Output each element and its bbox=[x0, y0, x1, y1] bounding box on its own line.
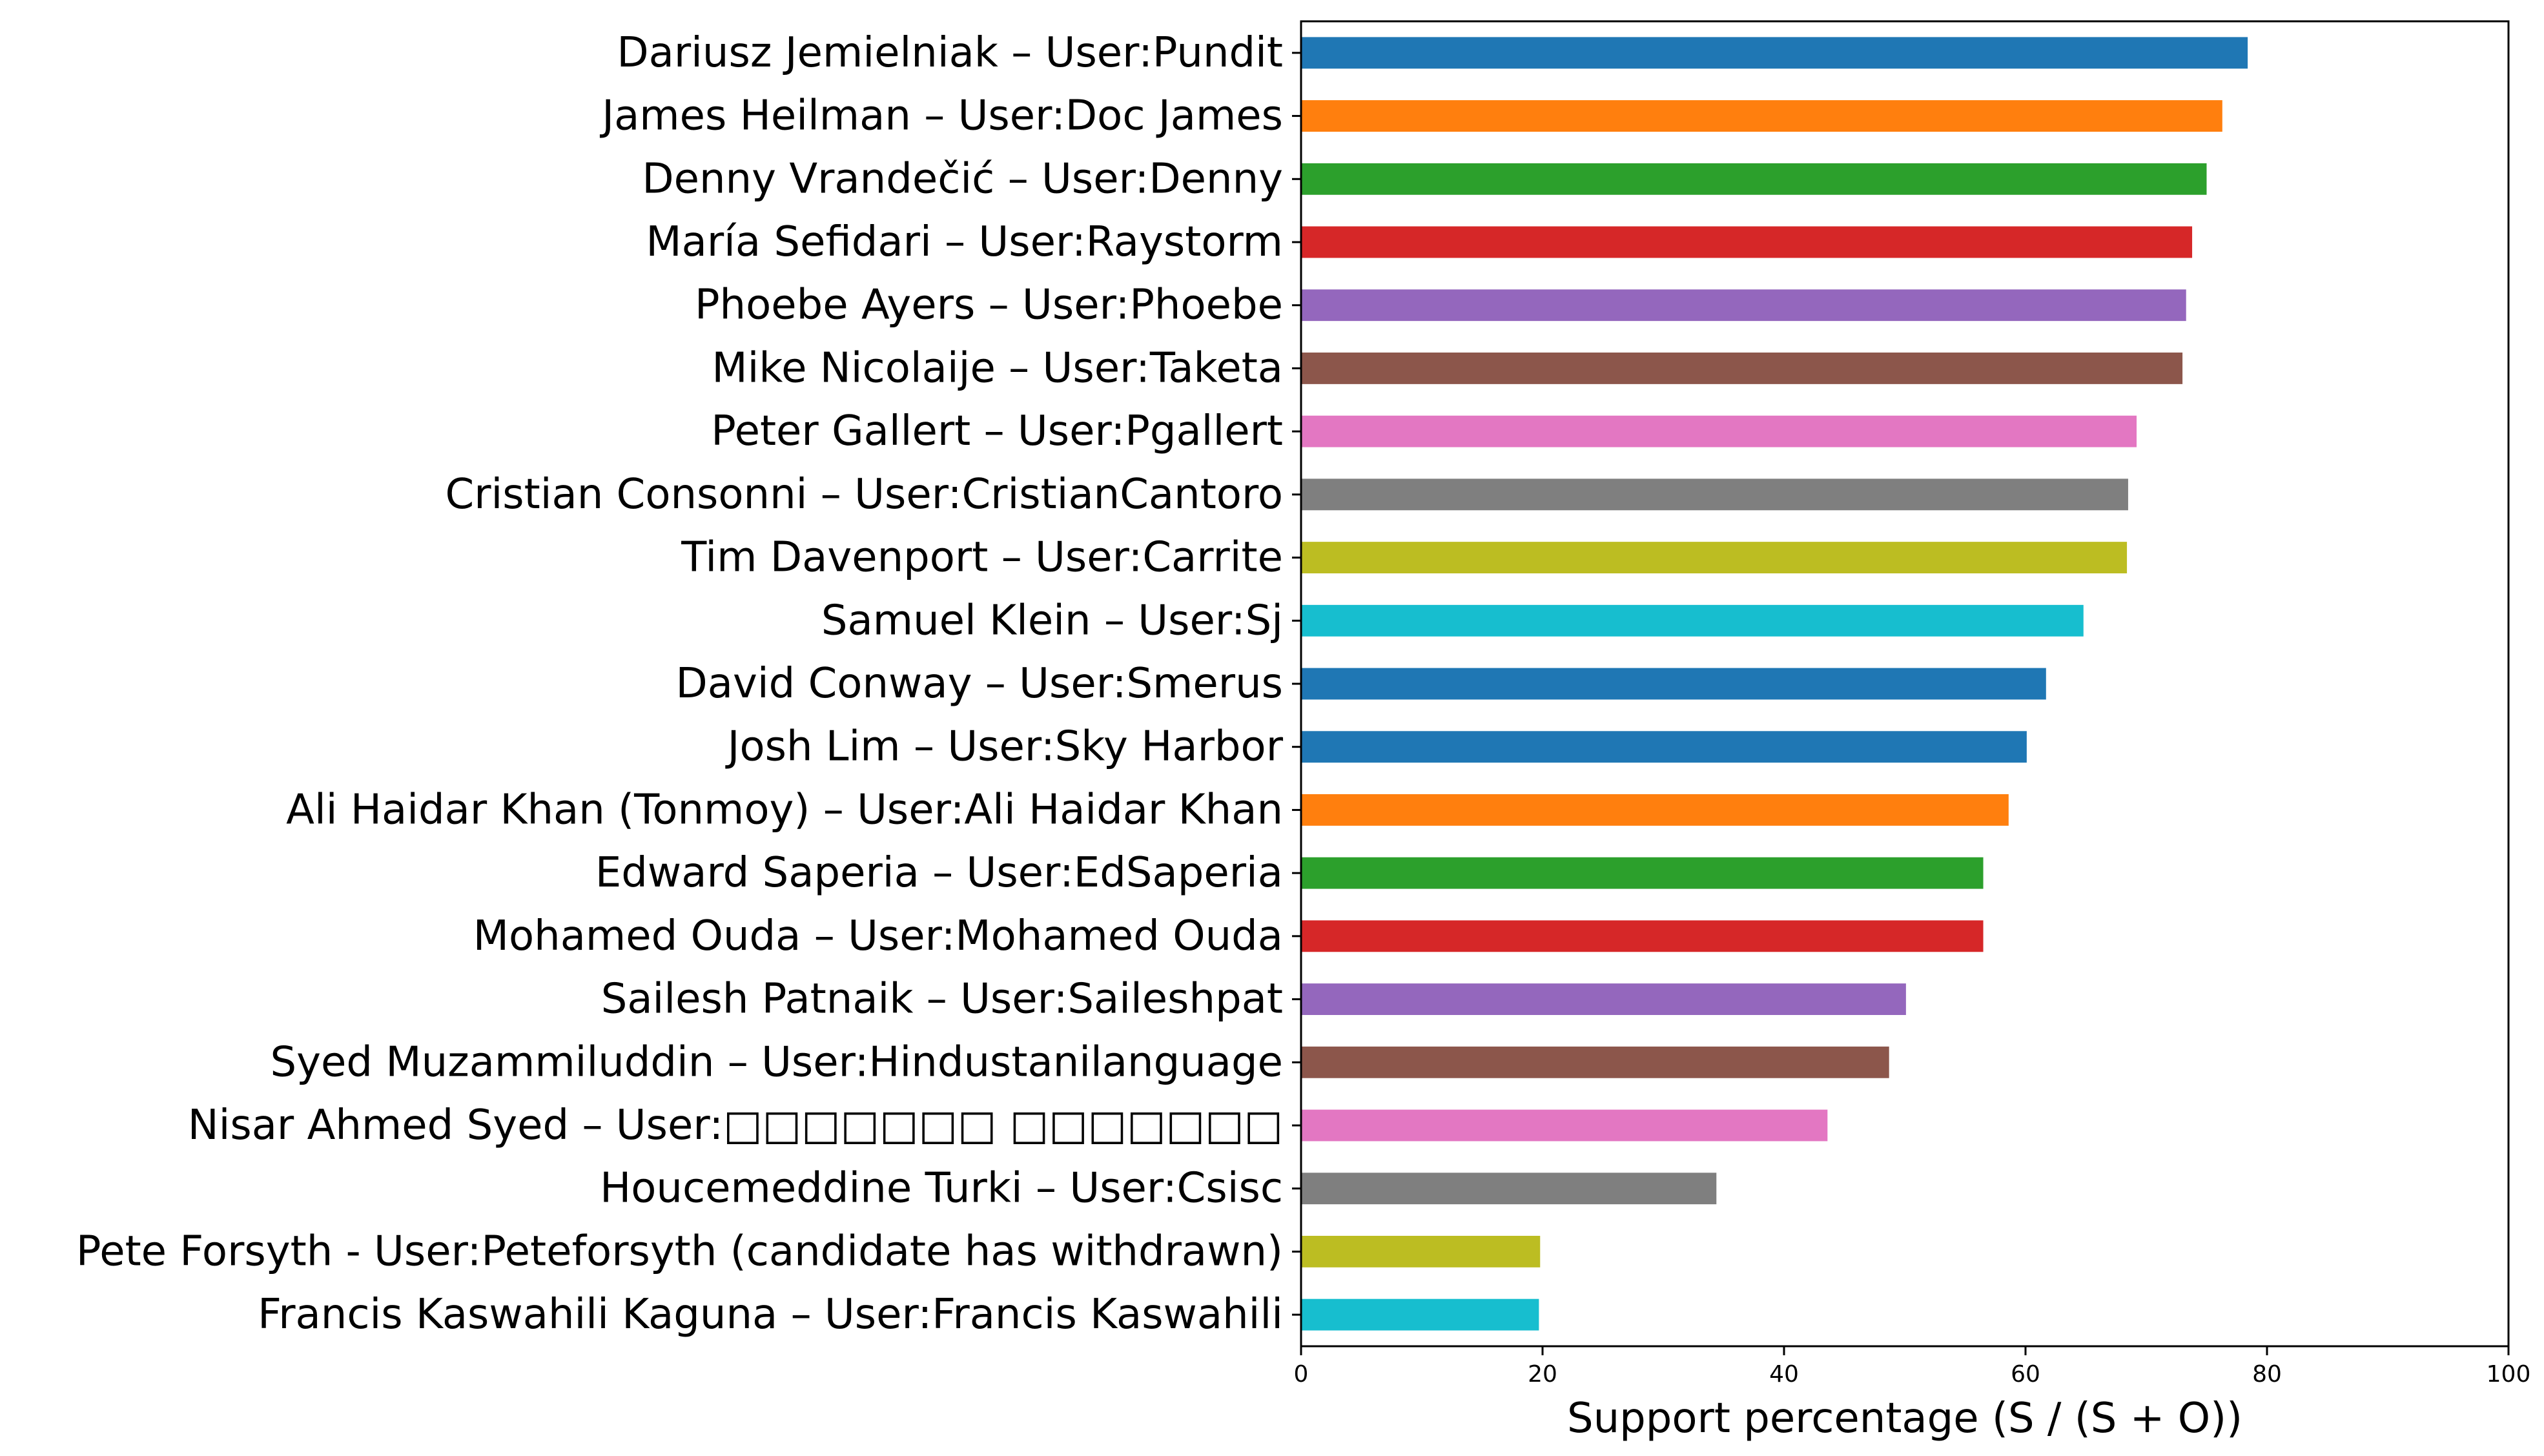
bar bbox=[1301, 668, 2046, 700]
category-labels: Dariusz Jemielniak – User:Pundit James He… bbox=[76, 29, 1301, 1338]
bar bbox=[1301, 353, 2183, 384]
category-label: Edward Saperia – User:EdSaperia bbox=[595, 849, 1283, 897]
category-label: Pete Forsyth - User:Peteforsyth (candida… bbox=[76, 1227, 1283, 1275]
bar bbox=[1301, 1298, 1539, 1331]
x-tick-label: 40 bbox=[1769, 1361, 1799, 1388]
category-label: María Sefidari – User:Raystorm bbox=[646, 218, 1283, 266]
category-label: Phoebe Ayers – User:Phoebe bbox=[695, 282, 1283, 329]
category-label: Ali Haidar Khan (Tonmoy) – User:Ali Haid… bbox=[286, 786, 1283, 834]
bar bbox=[1301, 163, 2207, 195]
bar bbox=[1301, 1046, 1889, 1078]
category-label: Houcemeddine Turki – User:Csisc bbox=[600, 1165, 1283, 1213]
bar bbox=[1301, 1109, 1828, 1142]
bar bbox=[1301, 857, 1984, 889]
bar bbox=[1301, 100, 2222, 132]
bar bbox=[1301, 226, 2193, 258]
category-label: Tim Davenport – User:Carrite bbox=[681, 534, 1283, 582]
plot-frame bbox=[1300, 20, 2510, 1348]
bar bbox=[1301, 983, 1906, 1015]
category-label: Sailesh Patnaik – User:Saileshpat bbox=[601, 976, 1283, 1023]
x-tick-label: 0 bbox=[1294, 1361, 1309, 1388]
category-label: Mohamed Ouda – User:Mohamed Ouda bbox=[473, 912, 1283, 960]
x-axis-title: Support percentage (S / (S + O)) bbox=[1567, 1395, 2242, 1442]
bar bbox=[1301, 1173, 1717, 1205]
x-tick-label: 80 bbox=[2252, 1361, 2282, 1388]
bar bbox=[1301, 920, 1984, 952]
category-label: Denny Vrandečić – User:Denny bbox=[642, 155, 1283, 203]
x-axis-ticks: 0 20 40 60 80 100 bbox=[1294, 1346, 2531, 1388]
bar bbox=[1301, 289, 2186, 322]
bar bbox=[1301, 1236, 1541, 1267]
category-label: James Heilman – User:Doc James bbox=[599, 92, 1283, 140]
bar bbox=[1301, 37, 2248, 69]
bars-layer bbox=[1301, 37, 2248, 1331]
bar bbox=[1301, 415, 2137, 447]
category-label: Samuel Klein – User:Sj bbox=[821, 597, 1283, 644]
bar bbox=[1301, 794, 2009, 826]
x-tick-label: 20 bbox=[1528, 1361, 1557, 1388]
bar bbox=[1301, 604, 2084, 637]
category-label: Dariusz Jemielniak – User:Pundit bbox=[617, 29, 1283, 77]
category-label: Francis Kaswahili Kaguna – User:Francis … bbox=[258, 1291, 1283, 1338]
bar bbox=[1301, 731, 2027, 763]
category-label: Cristian Consonni – User:CristianCantoro bbox=[446, 471, 1284, 518]
x-tick-label: 100 bbox=[2487, 1361, 2531, 1388]
category-label: Syed Muzammiluddin – User:Hindustanilang… bbox=[271, 1038, 1283, 1086]
category-label: Peter Gallert – User:Pgallert bbox=[711, 407, 1283, 455]
category-label: David Conway – User:Smerus bbox=[675, 660, 1283, 708]
category-label: Josh Lim – User:Sky Harbor bbox=[725, 723, 1284, 771]
category-label: Mike Nicolaije – User:Taketa bbox=[712, 344, 1283, 392]
x-tick-label: 60 bbox=[2011, 1361, 2040, 1388]
bar bbox=[1301, 478, 2128, 511]
bar bbox=[1301, 542, 2128, 573]
category-label: Nisar Ahmed Syed – User:□□□□□□□ □□□□□□□ bbox=[188, 1102, 1283, 1149]
